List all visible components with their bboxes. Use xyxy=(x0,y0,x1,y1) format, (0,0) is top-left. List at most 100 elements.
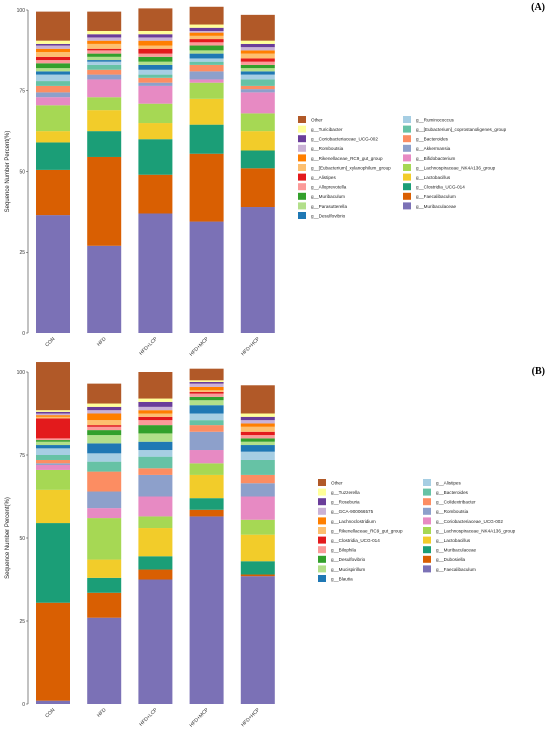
bar-segment xyxy=(138,213,173,333)
bar-segment xyxy=(36,463,70,465)
x-tick-label: HFD xyxy=(96,707,108,719)
bar-segment xyxy=(240,85,275,90)
legend-label: Other xyxy=(331,480,343,485)
bar-segment xyxy=(87,592,122,618)
bar-segment xyxy=(240,207,275,333)
bar-segment xyxy=(36,81,70,86)
bar-segment xyxy=(87,383,122,404)
legend-swatch xyxy=(298,135,306,143)
bar-segment xyxy=(138,425,173,434)
x-tick-label: HFD+LCP xyxy=(138,707,159,728)
bar-segment xyxy=(189,386,224,391)
bar-segment xyxy=(138,61,173,65)
y-tick-label: 100 xyxy=(17,8,26,14)
bar-segment xyxy=(138,416,173,421)
bar-segment xyxy=(240,50,275,54)
legend-swatch xyxy=(298,173,306,181)
legend-swatch xyxy=(403,144,411,152)
chart-panel-1: (A) 0 25 50 75 100 Sequence Number Percent(%) C… xyxy=(5,2,545,358)
bar-segment xyxy=(189,6,224,25)
bar-segment xyxy=(240,61,275,65)
bar-segment xyxy=(36,45,70,49)
legend-label: g__Alistipes xyxy=(436,480,461,485)
bar-segment xyxy=(189,420,224,426)
legend-swatch xyxy=(403,135,411,143)
bar-segment xyxy=(36,489,70,524)
bar-segment xyxy=(87,79,122,98)
legend-swatch xyxy=(318,517,326,525)
legend-label: g__Tuzzerella xyxy=(331,490,360,495)
bar-segment xyxy=(138,406,173,411)
bar-segment xyxy=(240,64,275,69)
legend-swatch xyxy=(423,546,431,554)
legend-label: g__Dubosiella xyxy=(436,557,466,562)
legend-swatch xyxy=(298,164,306,171)
bar-segment xyxy=(87,61,122,65)
legend-label: g__Turicibacter xyxy=(311,127,343,132)
bar-segment xyxy=(87,34,122,38)
bar-segment xyxy=(36,131,70,143)
bar-segment xyxy=(36,440,70,442)
bar-segment xyxy=(87,40,122,44)
legend-swatch xyxy=(318,575,326,582)
bar-segment xyxy=(87,471,122,492)
bar-segment xyxy=(138,40,173,46)
bar-segment xyxy=(240,58,275,62)
bar-segment xyxy=(240,79,275,86)
y-tick-label: 50 xyxy=(19,169,25,175)
bar-segment xyxy=(138,433,173,442)
bar-segment xyxy=(138,85,173,104)
legend-label: g__Desulfovibrio xyxy=(331,557,366,562)
x-tick-label: HFD+HCP xyxy=(240,707,262,729)
legend-label: g__Romboutsia xyxy=(311,146,344,151)
bar-segment xyxy=(138,456,173,469)
bar-segment xyxy=(36,60,70,64)
bar-segment xyxy=(189,405,224,414)
bar-segment xyxy=(240,496,275,520)
bar-segment xyxy=(87,110,122,132)
bar-segment xyxy=(36,51,70,57)
bar-segment xyxy=(240,43,275,48)
bar-segment xyxy=(87,53,122,57)
bar-segment xyxy=(240,113,275,132)
bar-segment xyxy=(36,418,70,439)
y-tick-label: 25 xyxy=(19,619,25,625)
legend-label: g__Faecalibaculum xyxy=(416,194,456,199)
bar-segment xyxy=(189,509,224,517)
legend-swatch xyxy=(403,125,411,133)
bar-segment xyxy=(138,372,173,399)
legend-swatch xyxy=(298,183,306,191)
legend-swatch xyxy=(423,498,431,506)
bar-segment xyxy=(240,420,275,424)
legend-swatch xyxy=(318,555,326,563)
x-tick-label: CON xyxy=(44,336,56,348)
legend-label: g__Muribaculaceae xyxy=(416,204,457,209)
bar-segment xyxy=(189,221,224,333)
bar-segment xyxy=(36,700,70,704)
bar-segment xyxy=(189,400,224,406)
bar-segment xyxy=(189,391,224,394)
bar-segment xyxy=(87,48,122,51)
legend-label: g__Colidextribacter xyxy=(436,500,476,505)
bar-segment xyxy=(138,34,173,38)
legend-swatch xyxy=(423,527,431,534)
legend-swatch xyxy=(298,212,306,219)
legend-label: g__Romboutsia xyxy=(436,509,469,514)
bar-segment xyxy=(138,441,173,451)
legend-label: g__Parasutterella xyxy=(311,204,347,209)
panel-label: (B) xyxy=(532,366,545,377)
bar-segment xyxy=(87,410,122,414)
bar-segment xyxy=(240,438,275,442)
legend-swatch xyxy=(423,517,431,525)
bar-segment xyxy=(138,401,173,407)
bar-segment xyxy=(138,103,173,124)
bar-segment xyxy=(87,156,122,246)
bar-segment xyxy=(138,410,173,414)
bar-segment xyxy=(36,459,70,464)
y-tick-label: 100 xyxy=(17,370,26,376)
bar-segment xyxy=(87,56,122,61)
bar-segment xyxy=(87,403,122,407)
bar-segment xyxy=(189,98,224,125)
bar-segment xyxy=(87,559,122,578)
bar-segment xyxy=(138,468,173,475)
